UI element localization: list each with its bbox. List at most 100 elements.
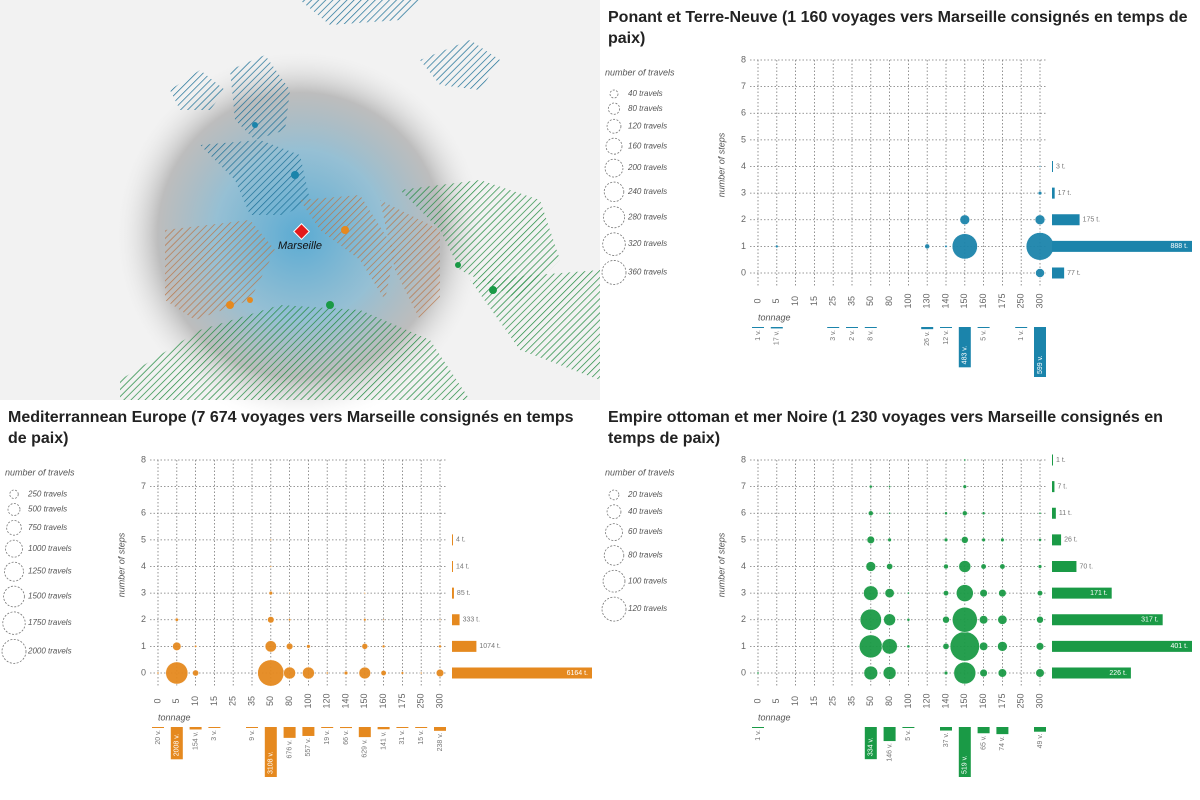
legend-circle <box>9 489 19 499</box>
bubble <box>192 669 199 677</box>
y-axis-label: number of steps <box>716 532 726 597</box>
bubble <box>943 537 949 543</box>
bubble <box>1038 165 1042 168</box>
x-tick-label: 100 <box>903 693 913 708</box>
x-tick-label: 300 <box>1034 293 1044 308</box>
bubble <box>1035 668 1045 678</box>
y-tick-label: 1 <box>141 641 146 651</box>
tonnage-bar <box>1015 327 1028 328</box>
bubble <box>942 643 950 650</box>
x-tick-label: 15 <box>809 296 819 306</box>
tonnage-bar-label: 31 v. <box>399 730 406 745</box>
bubble <box>435 668 445 678</box>
step-bar-label: 175 t. <box>1083 217 1101 224</box>
x-tick-label: 250 <box>416 693 426 708</box>
tonnage-bar-label: 3108 v. <box>268 752 275 774</box>
legend-label: 100 travels <box>628 576 667 585</box>
x-tick-label: 300 <box>1034 693 1044 708</box>
legend-label: 750 travels <box>28 523 67 532</box>
bubble <box>267 616 275 624</box>
bubble <box>999 563 1006 570</box>
land-balkans <box>380 200 440 320</box>
x-tick-label: 100 <box>303 693 313 708</box>
bubble <box>888 511 891 515</box>
port-dot <box>247 297 253 303</box>
bubble <box>868 510 874 516</box>
tonnage-bar-label: 5 v. <box>980 330 987 341</box>
bubble <box>943 563 949 570</box>
legend-label: 320 travels <box>628 239 667 248</box>
tonnage-bar <box>752 727 764 728</box>
bubble <box>194 644 198 648</box>
map: Marseille <box>0 0 600 425</box>
bubble <box>884 588 895 599</box>
bubble <box>944 244 948 248</box>
step-bar <box>1052 214 1080 226</box>
bubble <box>363 592 366 595</box>
x-tick-label: 35 <box>846 696 856 706</box>
x-tick-label: 140 <box>940 693 950 708</box>
x-tick-label: 130 <box>922 293 932 308</box>
legend-label: 160 travels <box>628 141 667 150</box>
x-tick-label: 10 <box>790 696 800 706</box>
bubble <box>869 484 873 489</box>
bubble <box>997 614 1008 625</box>
tonnage-bar <box>940 727 952 731</box>
x-tick-label: 300 <box>434 693 444 708</box>
y-tick-label: 8 <box>741 454 746 464</box>
y-tick-label: 4 <box>741 561 746 571</box>
tonnage-bar <box>302 727 315 736</box>
tonnage-bar-label: 17 v. <box>774 330 781 345</box>
step-bar-label: 226 t. <box>1109 670 1127 677</box>
tonnage-bar <box>170 727 183 760</box>
bubble <box>882 666 897 680</box>
legend-label: 120 travels <box>628 121 667 130</box>
step-bar-label: 85 t. <box>457 590 471 597</box>
tonnage-bar-label: 154 v. <box>192 731 199 750</box>
legend-circle <box>604 158 624 178</box>
step-bar <box>452 614 460 626</box>
bubble <box>286 642 294 650</box>
bubble <box>979 589 988 598</box>
step-bar-label: 401 t. <box>1170 643 1188 650</box>
tonnage-bar-label: 15 v. <box>418 730 425 745</box>
bubble <box>859 634 883 659</box>
tonnage-bar <box>1034 327 1046 377</box>
x-tick-label: 15 <box>209 696 219 706</box>
bubble <box>962 484 967 489</box>
y-tick-label: 7 <box>741 81 746 91</box>
bubble <box>257 659 285 687</box>
x-tick-label: 80 <box>284 696 294 706</box>
step-bar-label: 4 t. <box>456 537 466 544</box>
step-bar-label: 70 t. <box>1079 563 1093 570</box>
port-dot <box>455 262 461 268</box>
legend-label: 40 travels <box>628 507 663 516</box>
bubble <box>268 590 273 596</box>
tonnage-bar <box>958 727 971 777</box>
legend-label: 240 travels <box>627 187 667 196</box>
legend-label: 1500 travels <box>28 592 72 601</box>
legend-label: 1000 travels <box>28 544 72 553</box>
step-bar <box>1052 534 1062 546</box>
port-dot <box>252 122 258 128</box>
bubble <box>269 565 272 568</box>
tonnage-bar-label: 65 v. <box>980 735 987 750</box>
tonnage-bar <box>864 327 877 328</box>
tonnage-bar <box>208 727 221 728</box>
tonnage-bar <box>883 727 896 742</box>
tonnage-bar <box>921 327 934 330</box>
tonnage-bar-label: 334 v. <box>868 738 875 757</box>
y-tick-label: 6 <box>741 508 746 518</box>
x-tick-label: 150 <box>359 693 369 708</box>
y-tick-label: 7 <box>741 481 746 491</box>
tonnage-bar-label: 1 v. <box>755 730 762 741</box>
step-bar-label: 333 t. <box>463 617 481 624</box>
tonnage-bar <box>415 727 428 728</box>
tonnage-bar-label: 146 v. <box>886 743 893 762</box>
y-tick-label: 2 <box>741 614 746 624</box>
x-tick-label: 80 <box>884 296 894 306</box>
land-iberia <box>165 220 275 320</box>
bubble <box>924 243 930 250</box>
x-tick-label: 140 <box>340 693 350 708</box>
